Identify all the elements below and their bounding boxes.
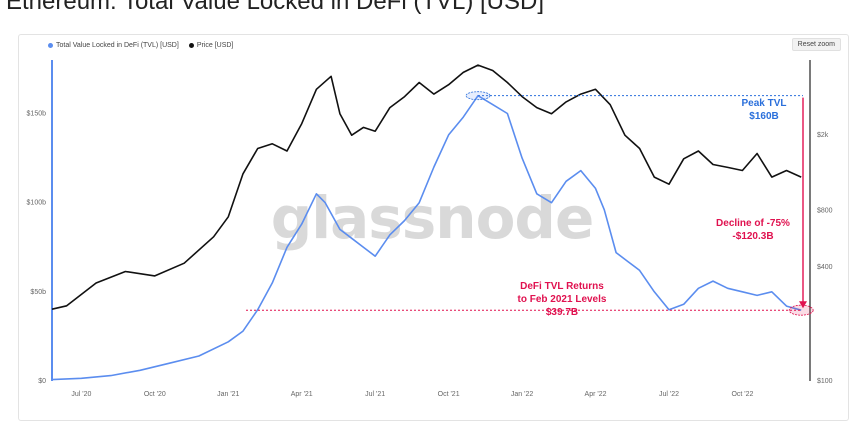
peak-marker bbox=[465, 91, 491, 101]
x-tick-label: Jul '20 bbox=[71, 391, 91, 398]
x-tick-label: Apr '22 bbox=[585, 391, 607, 398]
watermark: glassnode bbox=[271, 184, 594, 252]
y-left-tick-label: $50b bbox=[30, 289, 46, 296]
series-layer bbox=[51, 64, 802, 381]
legend: Total Value Locked in DeFi (TVL) [USD] P… bbox=[48, 42, 233, 49]
x-tick-label: Jan '22 bbox=[511, 391, 533, 398]
axes: $0 $50b $100b $150b $100 $400 $800 $2k Jul '20 Oc… bbox=[27, 60, 833, 398]
y-right-tick-label: $2k bbox=[817, 132, 829, 139]
y-left-tick-label: $100b bbox=[27, 200, 47, 207]
tvl-series-line bbox=[51, 94, 802, 381]
y-right-tick-label: $100 bbox=[817, 378, 833, 385]
decline-label-line1: Decline of -75% bbox=[716, 218, 790, 229]
y-right-tick-label: $800 bbox=[817, 207, 833, 214]
x-tick-label: Jul '22 bbox=[659, 391, 679, 398]
x-tick-label: Oct '22 bbox=[731, 391, 753, 398]
chart-panel bbox=[18, 34, 849, 421]
decline-label-line2: -$120.3B bbox=[732, 231, 773, 242]
returns-label-line2: to Feb 2021 Levels bbox=[518, 294, 607, 305]
reset-zoom-button[interactable]: Reset zoom bbox=[791, 38, 841, 51]
returns-label-line3: $39.7B bbox=[546, 307, 578, 318]
x-tick-label: Jan '21 bbox=[217, 391, 239, 398]
x-tick-label: Apr '21 bbox=[291, 391, 313, 398]
tvl-legend-dot-icon bbox=[48, 43, 53, 48]
y-left-tick-label: $150b bbox=[27, 111, 47, 118]
decline-arrow-head-icon bbox=[799, 301, 807, 309]
legend-label-price: Price [USD] bbox=[196, 42, 234, 49]
price-series-line bbox=[51, 64, 802, 310]
x-tick-label: Oct '21 bbox=[438, 391, 460, 398]
peak-label-line2: $160B bbox=[749, 111, 778, 122]
price-legend-dot-icon bbox=[188, 43, 194, 48]
returns-marker bbox=[788, 304, 814, 316]
returns-label-line1: DeFi TVL Returns bbox=[520, 281, 604, 292]
x-tick-label: Oct '20 bbox=[144, 391, 166, 398]
y-left-tick-label: $0 bbox=[38, 378, 46, 385]
legend-label-tvl: Total Value Locked in DeFi (TVL) [USD] bbox=[56, 42, 179, 49]
legend-item-tvl[interactable]: Total Value Locked in DeFi (TVL) [USD] bbox=[48, 42, 179, 49]
annotations: Peak TVL $160B Decline of -75% -$120.3B … bbox=[246, 91, 814, 318]
y-right-tick-label: $400 bbox=[817, 264, 833, 271]
x-tick-label: Jul '21 bbox=[365, 391, 385, 398]
legend-item-price[interactable]: Price [USD] bbox=[188, 42, 234, 49]
peak-label-line1: Peak TVL bbox=[741, 98, 786, 109]
page-title: Ethereum: Total Value Locked in DeFi (TV… bbox=[6, 0, 545, 15]
